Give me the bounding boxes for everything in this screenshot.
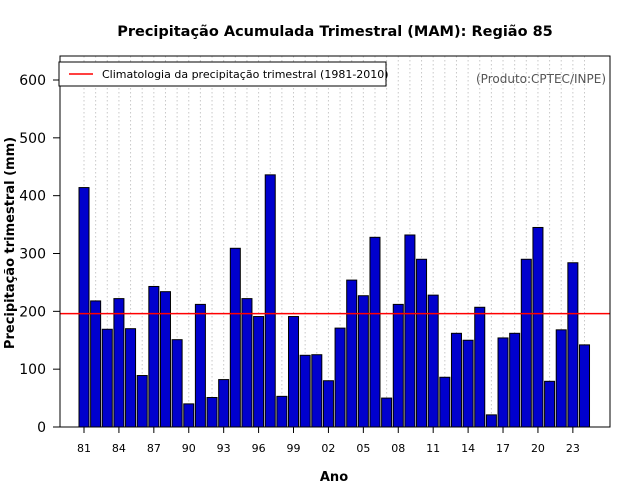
x-tick-label: 81: [77, 442, 91, 455]
bar-12: [439, 376, 451, 428]
y-tick-label: 0: [37, 420, 46, 436]
bar-22: [555, 329, 567, 428]
bar-05: [357, 295, 369, 428]
x-tick-label: 87: [147, 442, 161, 455]
bar-20: [532, 226, 544, 428]
bar-96: [253, 316, 265, 428]
bar-19: [520, 258, 532, 428]
plot-border: [59, 55, 611, 428]
bar-01: [311, 354, 323, 428]
bar-99: [288, 316, 300, 428]
bar-97: [264, 174, 276, 428]
bar-14: [462, 339, 474, 428]
bar-87: [148, 285, 160, 428]
bar-16: [485, 414, 497, 428]
y-axis: 0 100 200 300 400 500 600: [19, 73, 60, 436]
bar-10: [416, 258, 428, 428]
bar-95: [241, 298, 253, 428]
bar-18: [509, 332, 521, 428]
x-tick-label: 96: [252, 442, 266, 455]
bar-02: [322, 380, 334, 428]
bar-93: [218, 379, 230, 428]
bar-06: [369, 236, 381, 428]
bar-07: [381, 397, 393, 428]
x-tick-label: 14: [461, 442, 475, 455]
y-tick-label: 600: [19, 73, 46, 89]
x-tick-label: 02: [321, 442, 335, 455]
x-tick-label: 11: [426, 442, 440, 455]
y-tick-label: 300: [19, 247, 46, 263]
x-axis: 81 84 87 90 93 96 99 02 05 08 11 14 17 20 23: [77, 427, 580, 455]
x-tick-label: 05: [356, 442, 370, 455]
bar-17: [497, 337, 509, 428]
bar-24: [579, 344, 591, 428]
bar-89: [171, 339, 183, 428]
bar-90: [183, 403, 195, 428]
legend-box: [58, 61, 387, 87]
bar-94: [229, 247, 241, 428]
legend-label: Climatologia da precipitação trimestral …: [102, 68, 389, 81]
bar-84: [113, 298, 125, 428]
credit-text: (Produto:CPTEC/INPE): [476, 72, 606, 86]
bar-08: [392, 303, 404, 428]
bar-82: [90, 300, 102, 428]
x-tick-label: 08: [391, 442, 405, 455]
x-tick-label: 99: [287, 442, 301, 455]
x-tick-label: 23: [566, 442, 580, 455]
bar-21: [544, 380, 556, 428]
bar-00: [299, 354, 311, 428]
bar-03: [334, 327, 346, 428]
bar-91: [194, 303, 206, 428]
bar-85: [125, 328, 137, 428]
x-tick-label: 20: [531, 442, 545, 455]
bar-98: [276, 395, 288, 428]
x-tick-label: 17: [496, 442, 510, 455]
bar-13: [450, 332, 462, 428]
bar-15: [474, 306, 486, 428]
y-tick-label: 100: [19, 362, 46, 378]
bar-series: [78, 174, 591, 428]
bar-81: [78, 187, 90, 428]
bar-86: [136, 375, 148, 428]
bar-88: [159, 291, 171, 428]
y-tick-label: 200: [19, 304, 46, 320]
bar-83: [101, 328, 113, 428]
x-tick-label: 84: [112, 442, 126, 455]
bar-11: [427, 294, 439, 428]
y-tick-label: 500: [19, 131, 46, 147]
bar-04: [346, 279, 358, 428]
y-tick-label: 400: [19, 189, 46, 205]
legend: Climatologia da precipitação trimestral …: [58, 61, 389, 87]
bar-92: [206, 397, 218, 428]
x-tick-label: 90: [182, 442, 196, 455]
bar-09: [404, 234, 416, 428]
bar-23: [567, 262, 579, 428]
x-tick-label: 93: [217, 442, 231, 455]
chart-title: Precipitação Acumulada Trimestral (MAM):…: [117, 24, 553, 40]
y-axis-label: Precipitação trimestral (mm): [3, 137, 18, 349]
x-axis-label: Ano: [320, 470, 348, 485]
